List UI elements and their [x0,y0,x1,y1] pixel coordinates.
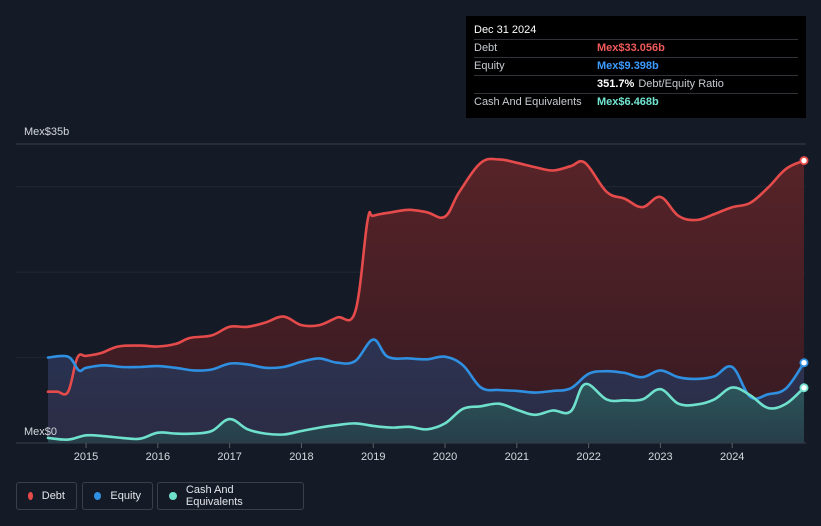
tooltip-panel: Dec 31 2024 Debt Mex$33.056b Equity Mex$… [466,16,806,118]
x-tick-label: 2021 [505,451,529,463]
cash-area [48,383,804,443]
series-areas [48,158,804,443]
tooltip-cash-value: Mex$6.468b [597,96,659,108]
cash-line [46,382,806,441]
series-end-markers [799,156,809,393]
legend-debt-label: Debt [41,490,65,502]
legend-equity-label: Equity [110,490,141,502]
tooltip-cash-label: Cash And Equivalents [474,96,582,108]
x-tick-label: 2015 [74,451,98,463]
legend-item-cash[interactable]: Cash And Equivalents [157,482,304,510]
legend-cash-dot-icon [169,492,177,500]
x-tick-label: 2018 [289,451,313,463]
legend-item-equity[interactable]: Equity [82,482,153,510]
tooltip-ratio-value: 351.7% [597,78,635,90]
debt-end-marker [799,156,809,166]
y-axis-zero-label: Mex$0 [24,426,57,438]
tooltip-date: Dec 31 2024 [474,24,537,36]
tooltip-debt-label: Debt [474,42,498,54]
x-tick-label: 2016 [146,451,170,463]
tooltip-ratio-label: Debt/Equity Ratio [638,78,724,90]
x-tick-label: 2023 [648,451,672,463]
cash-end-marker [799,383,809,393]
tooltip-debt-value: Mex$33.056b [597,42,665,54]
legend-equity-dot-icon [94,492,102,500]
equity-line [46,338,806,401]
tooltip-row-debt: Debt Mex$33.056b [474,39,798,57]
axes: Mex$35b Mex$0 2015 2016 2017 2018 2019 2020 20… [24,126,744,463]
debt-line [46,157,806,396]
y-axis-top-label: Mex$35b [24,126,69,138]
x-tick-label: 2022 [576,451,600,463]
tooltip-row-cash: Cash And Equivalents Mex$6.468b [474,93,798,111]
tooltip-equity-label: Equity [474,60,505,72]
tooltip-row-equity: Equity Mex$9.398b [474,57,798,75]
tooltip-equity-value: Mex$9.398b [597,60,659,72]
x-tick-label: 2017 [217,451,241,463]
x-tick-label: 2020 [433,451,457,463]
tooltip-row-ratio: 351.7% Debt/Equity Ratio [474,75,798,93]
x-tick-label: 2024 [720,451,744,463]
equity-end-marker [799,358,809,368]
series-lines [46,157,806,441]
legend-debt-dot-icon [28,492,33,500]
legend-cash-label: Cash And Equivalents [185,484,243,508]
x-tick-label: 2019 [361,451,385,463]
legend-item-debt[interactable]: Debt [16,482,77,510]
